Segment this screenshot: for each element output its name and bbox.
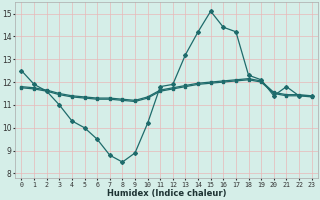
X-axis label: Humidex (Indice chaleur): Humidex (Indice chaleur) [107,189,226,198]
